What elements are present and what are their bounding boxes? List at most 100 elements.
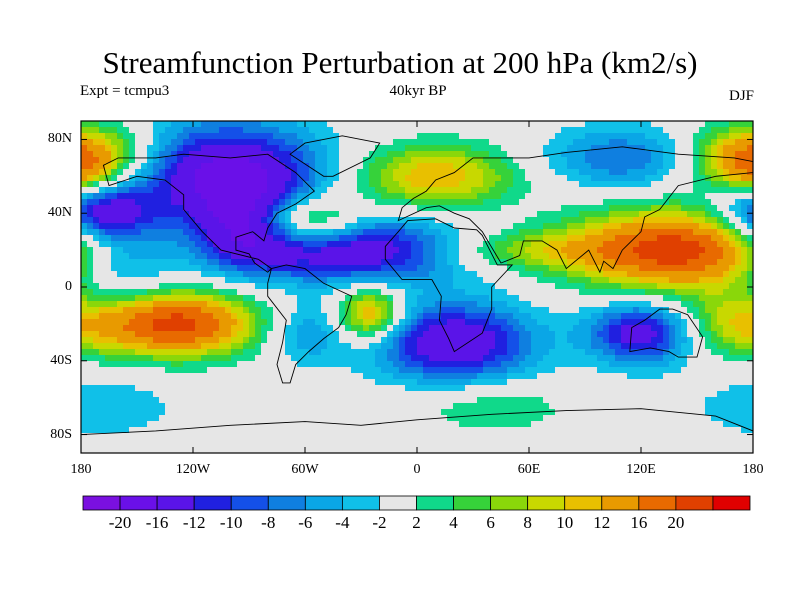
field-cell (591, 301, 598, 308)
field-cell (291, 139, 298, 146)
field-cell (351, 169, 358, 176)
field-cell (501, 379, 508, 386)
field-cell (135, 367, 142, 374)
field-cell (177, 271, 184, 278)
field-cell (471, 229, 478, 236)
field-cell (459, 373, 466, 380)
field-cell (441, 211, 448, 218)
field-cell (489, 163, 496, 170)
field-cell (333, 361, 340, 368)
field-cell (423, 187, 430, 194)
field-cell (603, 301, 610, 308)
field-cell (723, 271, 730, 278)
field-cell (663, 169, 670, 176)
field-cell (639, 133, 646, 140)
field-cell (555, 121, 562, 128)
field-cell (687, 157, 694, 164)
field-cell (213, 145, 220, 152)
field-cell (507, 169, 514, 176)
field-cell (93, 361, 100, 368)
field-cell (297, 247, 304, 254)
field-cell (693, 145, 700, 152)
field-cell (681, 223, 688, 230)
field-cell (255, 373, 262, 380)
field-cell (543, 361, 550, 368)
field-cell (105, 211, 112, 218)
field-cell (243, 373, 250, 380)
field-cell (135, 127, 142, 134)
field-cell (309, 385, 316, 392)
field-cell (237, 199, 244, 206)
field-cell (165, 151, 172, 158)
field-cell (141, 301, 148, 308)
field-cell (345, 211, 352, 218)
field-cell (123, 295, 130, 302)
field-cell (249, 283, 256, 290)
field-cell (525, 241, 532, 248)
field-cell (603, 247, 610, 254)
field-cell (375, 247, 382, 254)
field-cell (339, 121, 346, 128)
field-cell (489, 205, 496, 212)
field-cell (153, 175, 160, 182)
field-cell (597, 343, 604, 350)
field-cell (333, 373, 340, 380)
field-cell (735, 271, 742, 278)
field-cell (429, 379, 436, 386)
field-cell (459, 313, 466, 320)
field-cell (381, 265, 388, 272)
field-cell (171, 325, 178, 332)
field-cell (171, 205, 178, 212)
field-cell (525, 127, 532, 134)
field-cell (645, 229, 652, 236)
field-cell (399, 325, 406, 332)
field-cell (747, 337, 753, 344)
field-cell (579, 127, 586, 134)
field-cell (129, 265, 136, 272)
field-cell (597, 379, 604, 386)
field-cell (213, 235, 220, 242)
field-cell (531, 247, 538, 254)
field-cell (633, 139, 640, 146)
field-cell (657, 235, 664, 242)
field-cell (561, 373, 568, 380)
field-cell (273, 385, 280, 392)
field-cell (267, 181, 274, 188)
field-cell (111, 307, 118, 314)
field-cell (555, 235, 562, 242)
field-cell (237, 283, 244, 290)
field-cell (579, 307, 586, 314)
field-cell (219, 157, 226, 164)
field-cell (135, 145, 142, 152)
field-cell (711, 163, 718, 170)
field-cell (531, 331, 538, 338)
field-cell (213, 175, 220, 182)
field-cell (459, 247, 466, 254)
field-cell (189, 139, 196, 146)
field-cell (339, 217, 346, 224)
field-cell (681, 133, 688, 140)
field-cell (585, 349, 592, 356)
field-cell (219, 169, 226, 176)
field-cell (501, 295, 508, 302)
field-cell (105, 151, 112, 158)
field-cell (519, 175, 526, 182)
field-cell (627, 307, 634, 314)
field-cell (171, 151, 178, 158)
field-cell (213, 247, 220, 254)
field-cell (513, 343, 520, 350)
field-cell (207, 175, 214, 182)
field-cell (273, 223, 280, 230)
field-cell (465, 193, 472, 200)
field-cell (549, 349, 556, 356)
field-cell (315, 361, 322, 368)
field-cell (609, 151, 616, 158)
field-cell (315, 265, 322, 272)
field-cell (153, 349, 160, 356)
field-cell (519, 247, 526, 254)
field-cell (573, 187, 580, 194)
field-cell (279, 271, 286, 278)
field-cell (393, 121, 400, 128)
field-cell (309, 361, 316, 368)
field-cell (537, 259, 544, 266)
